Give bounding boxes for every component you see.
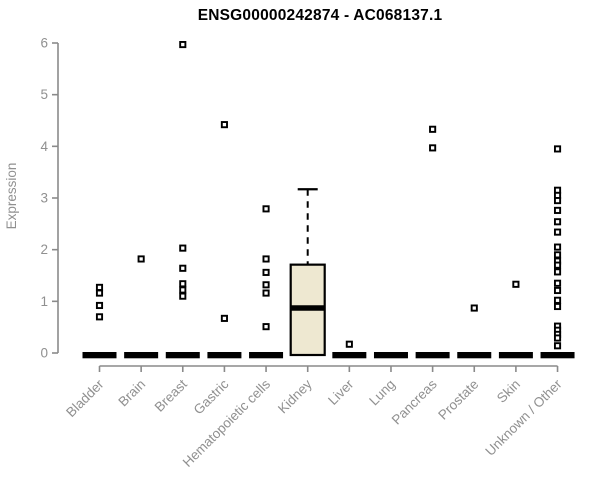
- outlier-point: [179, 280, 187, 288]
- y-tick-label: 2: [40, 242, 48, 257]
- collapsed-box: [540, 352, 575, 359]
- collapsed-box: [332, 352, 367, 359]
- outlier-point: [429, 125, 437, 133]
- outlier-point: [179, 244, 187, 252]
- outlier-point: [262, 205, 270, 213]
- x-tick-label: Lung: [366, 377, 398, 409]
- outlier-point: [262, 323, 270, 331]
- outlier-point: [262, 255, 270, 263]
- outlier-point: [553, 268, 562, 276]
- collapsed-box: [457, 352, 492, 359]
- outlier-point: [220, 314, 228, 322]
- x-tick-label: Pancreas: [389, 376, 440, 427]
- outlier-point: [553, 279, 562, 287]
- outlier-point: [553, 228, 562, 236]
- outlier-point: [553, 218, 562, 226]
- x-tick-label: Prostate: [435, 377, 481, 423]
- outlier-point: [512, 280, 520, 288]
- y-tick-label: 1: [40, 294, 48, 309]
- x-tick-label: Skin: [494, 377, 523, 406]
- collapsed-box: [124, 352, 159, 359]
- x-tick-label: Unknown / Other: [482, 376, 565, 459]
- outlier-point: [95, 301, 104, 310]
- outlier-point: [553, 302, 562, 311]
- outlier-point: [95, 313, 104, 321]
- outlier-point: [95, 283, 104, 291]
- y-tick-label: 3: [40, 191, 48, 206]
- y-tick-label: 6: [40, 36, 48, 51]
- outlier-point: [553, 251, 562, 259]
- outlier-point: [553, 261, 562, 269]
- x-tick-label: Liver: [325, 376, 357, 408]
- outlier-point: [553, 206, 562, 214]
- collapsed-box: [207, 352, 242, 359]
- outlier-point: [553, 197, 562, 205]
- collapsed-box: [415, 352, 450, 359]
- outlier-point: [179, 41, 187, 49]
- outlier-point: [220, 121, 228, 129]
- outlier-point: [95, 289, 104, 297]
- x-tick-label: Kidney: [275, 376, 315, 416]
- y-tick-label: 4: [40, 139, 48, 154]
- outlier-point: [179, 286, 187, 294]
- x-tick-label: Gastric: [191, 376, 232, 417]
- x-tick-label: Brain: [115, 377, 148, 410]
- outlier-point: [553, 243, 562, 251]
- collapsed-box: [249, 352, 284, 359]
- outlier-point: [262, 268, 270, 276]
- outlier-point: [553, 334, 562, 342]
- collapsed-box: [165, 352, 200, 359]
- outlier-point: [553, 145, 562, 153]
- collapsed-box: [373, 352, 408, 359]
- x-tick-label: Breast: [152, 376, 190, 414]
- y-tick-label: 0: [40, 346, 48, 361]
- outlier-point: [470, 304, 478, 312]
- outlier-point: [179, 264, 187, 272]
- outlier-point: [262, 281, 270, 289]
- x-tick-label: Bladder: [63, 376, 107, 420]
- outlier-point: [262, 289, 270, 297]
- outlier-point: [553, 296, 562, 304]
- outlier-point: [137, 255, 145, 263]
- y-tick-label: 5: [40, 87, 48, 102]
- outlier-point: [345, 340, 353, 348]
- chart-title: ENSG00000242874 - AC068137.1: [197, 7, 443, 24]
- outlier-point: [553, 342, 562, 350]
- collapsed-box: [498, 352, 533, 359]
- outlier-point: [553, 286, 562, 295]
- collapsed-box: [82, 352, 117, 359]
- outlier-point: [179, 292, 187, 300]
- outlier-point: [429, 144, 437, 152]
